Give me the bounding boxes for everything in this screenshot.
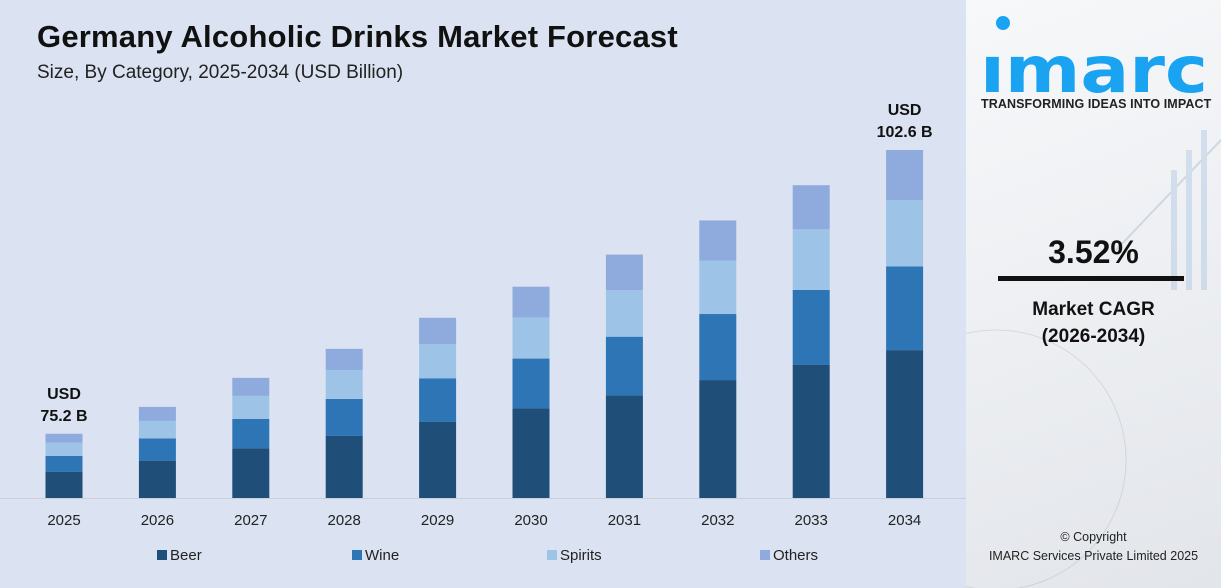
bar-segment-wine-2026 (138, 438, 176, 461)
bar-segment-wine-2033 (792, 289, 830, 365)
bar-segment-spirits-2033 (792, 229, 830, 290)
x-tick-label-2025: 2025 (47, 512, 80, 529)
svg-text:ımarc: ımarc (980, 34, 1208, 94)
copyright: © Copyright (1060, 530, 1127, 544)
total-label-2034-line2: 102.6 B (877, 124, 933, 141)
bar-segment-wine-2032 (699, 314, 737, 381)
bar-segment-spirits-2025 (45, 442, 83, 456)
bar-segment-wine-2028 (325, 398, 363, 436)
chart-title: Germany Alcoholic Drinks Market Forecast (37, 19, 678, 54)
x-tick-label-2028: 2028 (328, 512, 361, 529)
bar-segment-others-2031 (605, 254, 643, 291)
bar-segment-others-2029 (419, 317, 457, 345)
legend-swatch-others (760, 550, 770, 560)
legend-swatch-beer (157, 550, 167, 560)
legend-swatch-spirits (547, 550, 557, 560)
bar-segment-others-2027 (232, 377, 270, 396)
bar-segment-beer-2025 (45, 471, 83, 498)
bar-segment-wine-2025 (45, 455, 83, 472)
bar-segment-others-2025 (45, 433, 83, 443)
bar-segment-spirits-2034 (886, 200, 924, 267)
stacked-bar-chart: 2025 2026 2027 2028 2029 2030 2031 2032 2033 2034… (0, 102, 966, 564)
bar-segment-beer-2026 (138, 460, 176, 498)
total-label-2034-line1: USD (888, 102, 922, 119)
brand-panel: ımarc TRANSFORMING IDEAS INTO IMPACT 3.5… (966, 0, 1221, 588)
bar-segment-beer-2029 (419, 421, 457, 498)
bar-segment-spirits-2027 (232, 395, 270, 419)
total-label-2025-line1: USD (47, 386, 81, 403)
bar-segment-beer-2030 (512, 408, 550, 498)
bar-segment-others-2030 (512, 286, 550, 318)
x-tick-label-2030: 2030 (514, 512, 547, 529)
bar-segment-wine-2030 (512, 358, 550, 409)
cagr-label-line1: Market CAGR (1032, 299, 1155, 320)
bar-segment-others-2034 (886, 150, 924, 201)
bar-segment-beer-2031 (605, 395, 643, 498)
bar-segment-spirits-2032 (699, 260, 737, 315)
legend-swatch-wine (352, 550, 362, 560)
total-label-2025-line2: 75.2 B (40, 408, 87, 425)
bar-segment-others-2028 (325, 348, 363, 370)
imarc-logo: ımarc (980, 16, 1208, 94)
legend-label-wine: Wine (365, 547, 399, 564)
bar-segment-beer-2033 (792, 364, 830, 498)
x-tick-label-2029: 2029 (421, 512, 454, 529)
cagr-value: 3.52% (1048, 234, 1139, 270)
x-tick-label-2027: 2027 (234, 512, 267, 529)
background-decoration (966, 130, 1221, 588)
bar-segment-beer-2027 (232, 448, 270, 498)
chart-subtitle: Size, By Category, 2025-2034 (USD Billio… (37, 62, 404, 83)
x-tick-label-2031: 2031 (608, 512, 641, 529)
bar-segment-spirits-2031 (605, 290, 643, 337)
x-tick-label-2026: 2026 (141, 512, 174, 529)
bar-segment-spirits-2030 (512, 317, 550, 359)
cagr-label: Market CAGR (2026-2034) (966, 296, 1221, 350)
bar-segment-spirits-2029 (419, 344, 457, 379)
brand-tagline: TRANSFORMING IDEAS INTO IMPACT (981, 97, 1212, 111)
chart-panel: Germany Alcoholic Drinks Market Forecast… (0, 0, 966, 588)
bar-segment-beer-2034 (886, 350, 924, 498)
bar-segment-spirits-2028 (325, 369, 363, 399)
cagr-label-period: (2026-2034) (1041, 326, 1146, 347)
bar-segment-beer-2028 (325, 435, 363, 498)
legend-label-others: Others (773, 547, 818, 564)
bar-segment-others-2032 (699, 220, 737, 261)
legend-label-beer: Beer (170, 547, 202, 564)
bar-segment-wine-2029 (419, 378, 457, 422)
bar-segment-beer-2032 (699, 380, 737, 498)
bar-segment-wine-2034 (886, 266, 924, 351)
bar-segment-spirits-2026 (138, 420, 176, 439)
x-tick-label-2034: 2034 (888, 512, 921, 529)
company-name: IMARC Services Private Limited 2025 (988, 549, 1199, 563)
x-tick-label-2032: 2032 (701, 512, 734, 529)
bar-segment-wine-2027 (232, 418, 270, 449)
divider (998, 276, 1184, 281)
bar-segment-others-2033 (792, 185, 830, 230)
legend-label-spirits: Spirits (560, 547, 602, 564)
bar-segment-wine-2031 (605, 336, 643, 396)
x-tick-label-2033: 2033 (795, 512, 828, 529)
bar-segment-others-2026 (138, 406, 176, 421)
